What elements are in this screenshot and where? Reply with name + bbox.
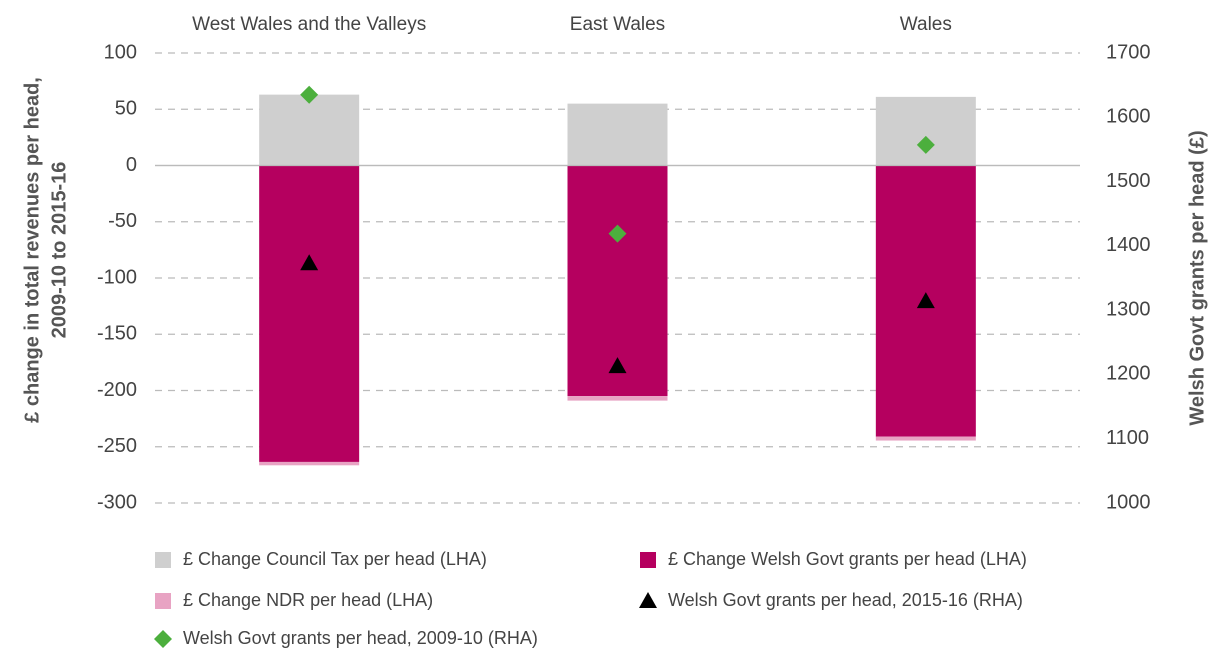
legend-swatch <box>640 552 656 568</box>
y-tick-label: -150 <box>97 323 137 345</box>
y2-tick-label: 1000 <box>1106 491 1151 513</box>
marker <box>154 630 172 648</box>
marker <box>639 592 657 608</box>
y-tick-label: -200 <box>97 379 137 401</box>
y-tick-label: -50 <box>108 210 137 232</box>
y-tick-label: 50 <box>115 98 137 120</box>
bar <box>567 103 668 166</box>
bar <box>567 396 668 401</box>
y-tick-label: -100 <box>97 266 137 288</box>
y2-tick-label: 1500 <box>1106 170 1151 192</box>
y2-tick-label: 1300 <box>1106 298 1151 320</box>
bar <box>875 436 976 441</box>
marker <box>608 224 627 243</box>
y-tick-label: -300 <box>97 491 137 513</box>
marker <box>300 85 319 104</box>
y-axis-label: £ change in total revenues per head, <box>21 77 43 423</box>
legend-label: £ Change NDR per head (LHA) <box>183 590 433 610</box>
legend-label: Welsh Govt grants per head, 2015-16 (RHA… <box>668 590 1023 610</box>
y2-tick-label: 1600 <box>1106 106 1151 128</box>
category-label: East Wales <box>570 14 665 35</box>
y-tick-label: 0 <box>126 154 137 176</box>
bar <box>259 165 360 462</box>
bar <box>259 94 360 166</box>
marker <box>300 254 319 271</box>
legend-label: Welsh Govt grants per head, 2009-10 (RHA… <box>183 628 538 648</box>
bar <box>875 96 976 166</box>
y2-tick-label: 1100 <box>1106 427 1149 449</box>
legend-label: £ Change Council Tax per head (LHA) <box>183 549 487 569</box>
y-axis-label: 2009-10 to 2015-16 <box>48 162 70 339</box>
marker <box>608 357 627 374</box>
legend-label: £ Change Welsh Govt grants per head (LHA… <box>668 549 1027 569</box>
y2-tick-label: 1400 <box>1106 234 1151 256</box>
marker <box>916 292 935 309</box>
marker <box>916 135 935 154</box>
y-tick-label: -250 <box>97 435 137 457</box>
bar <box>259 461 360 466</box>
legend-swatch <box>155 593 171 609</box>
y2-tick-label: 1200 <box>1106 363 1151 385</box>
legend-swatch <box>155 552 171 568</box>
category-label: West Wales and the Valleys <box>192 14 426 35</box>
y2-axis-label: Welsh Govt grants per head (£) <box>1186 130 1208 425</box>
y2-tick-label: 1700 <box>1106 41 1151 63</box>
y-tick-label: 100 <box>104 41 137 63</box>
category-label: Wales <box>900 14 952 35</box>
